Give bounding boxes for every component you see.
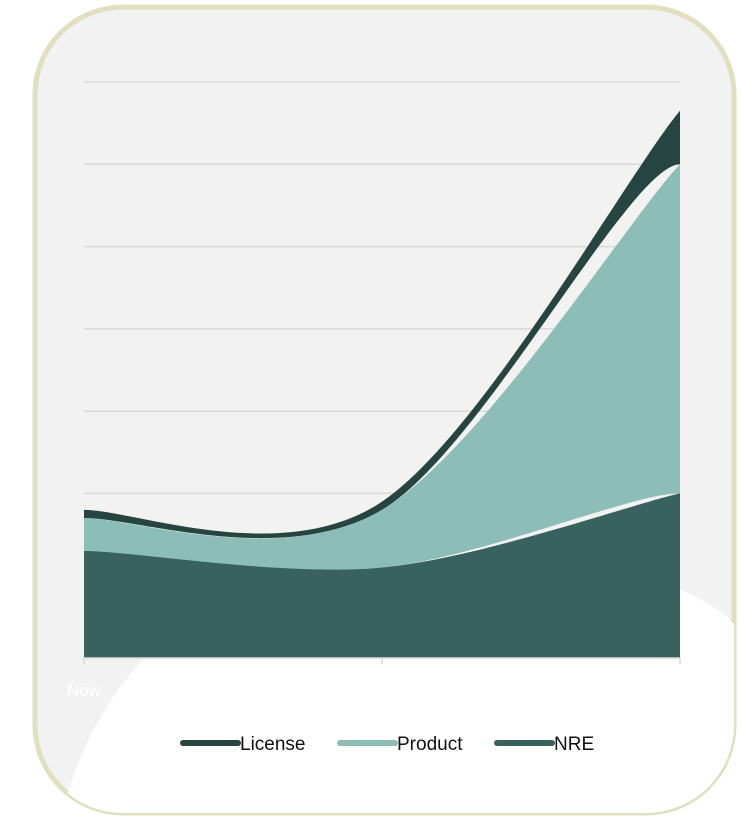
legend-label-product: Product: [397, 734, 463, 755]
plot-areas: [84, 110, 680, 658]
legend: License Product NRE: [180, 734, 594, 755]
legend-label-license: License: [240, 734, 306, 755]
x-axis: Now: [67, 657, 681, 700]
legend-label-nre: NRE: [554, 734, 594, 755]
area-nre: [84, 493, 680, 658]
x-tick-label-0: Now: [67, 681, 102, 700]
legend-item-product: Product: [337, 734, 463, 755]
legend-item-nre: NRE: [494, 734, 594, 755]
area-product: [84, 164, 680, 570]
legend-item-license: License: [180, 734, 306, 755]
